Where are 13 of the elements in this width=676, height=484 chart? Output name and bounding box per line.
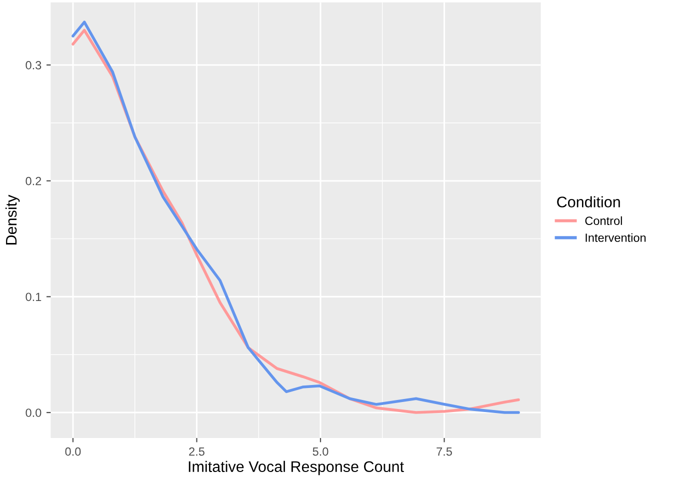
x-axis-title: Imitative Vocal Response Count bbox=[188, 460, 404, 476]
y-tick-label: 0.2 bbox=[26, 176, 42, 186]
x-tick-label: 0.0 bbox=[65, 447, 81, 456]
x-tick-label: 7.5 bbox=[436, 447, 452, 456]
y-tick-label: 0.1 bbox=[26, 292, 42, 302]
x-tick-label: 2.5 bbox=[189, 447, 204, 456]
y-tick-label: 0.0 bbox=[26, 408, 42, 417]
x-tick-label: 5.0 bbox=[312, 447, 328, 456]
legend-title: Condition bbox=[557, 196, 620, 208]
y-tick-label: 0.3 bbox=[26, 61, 42, 70]
legend-label: Control bbox=[585, 216, 622, 226]
legend-label: Intervention bbox=[586, 233, 646, 242]
y-axis-title: Density bbox=[5, 194, 20, 244]
